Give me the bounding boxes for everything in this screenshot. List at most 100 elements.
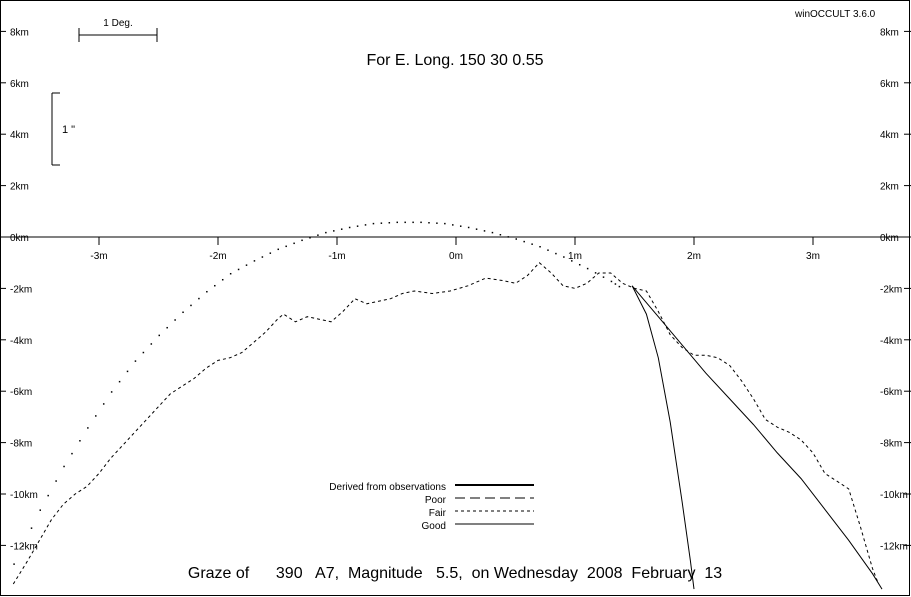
y-tick-neg4-label-right: -4km: [880, 336, 902, 347]
y-tick-neg12-label-left: -12km: [10, 541, 38, 552]
mean-limb-dot: [459, 225, 462, 227]
legend-label-derived: Derived from observations: [329, 482, 446, 493]
y-tick-6-label-right: 6km: [880, 79, 899, 90]
x-tick-neg1-label: -1m: [328, 251, 345, 262]
mean-limb-dot: [404, 221, 406, 224]
mean-limb-dot: [206, 290, 208, 293]
mean-limb-dot: [277, 248, 279, 251]
mean-limb-dot: [444, 222, 446, 225]
y-tick-8-label-left: 8km: [10, 27, 29, 38]
mean-limb-dot: [571, 260, 573, 262]
mean-limb-dot: [182, 311, 184, 314]
x-axis: -3m -2m -1m 0m 1m 2m 3m: [90, 237, 820, 262]
y-tick-4-label-left: 4km: [10, 130, 29, 141]
mean-limb-dot: [340, 228, 343, 230]
mean-limb-dot: [71, 452, 73, 455]
mean-limb-dot: [491, 231, 494, 234]
mean-limb-dot: [547, 249, 549, 251]
mean-limb-dot: [578, 263, 581, 266]
mean-limb-dot: [198, 297, 200, 300]
mean-limb-dot: [467, 226, 470, 229]
y-axis-left: 8km 6km 4km 2km 0km -2km -4km -6km -8km -10km -12k…: [0, 27, 38, 552]
mean-limb-dot: [499, 234, 502, 236]
mean-limb-dot: [39, 509, 41, 511]
y-tick-neg12-label-right: -12km: [880, 541, 908, 552]
mean-limb-dot: [523, 240, 525, 243]
y-tick-4-label-right: 4km: [880, 130, 899, 141]
mean-limb-dot: [214, 284, 216, 287]
mean-limb-dot: [515, 238, 517, 240]
mean-limb-dot: [475, 228, 478, 230]
mean-limb-dot: [142, 351, 145, 354]
mean-limb-dot: [356, 225, 359, 227]
legend-label-poor: Poor: [425, 495, 447, 506]
mean-limb-dot: [293, 242, 295, 245]
mean-limb-dot: [253, 260, 256, 262]
mean-limb-dots: [13, 221, 621, 565]
longitude-title: For E. Long. 150 30 0.55: [366, 52, 543, 69]
mean-limb-dot: [79, 440, 81, 442]
mean-limb-dot: [563, 256, 565, 258]
y-tick-neg8-label-right: -8km: [880, 439, 902, 450]
y-tick-neg8-label-left: -8km: [10, 439, 32, 450]
arcsec-scale-label: 1 ": [62, 124, 75, 136]
mean-limb-dot: [555, 252, 557, 255]
version-label: winOCCULT 3.6.0: [794, 9, 876, 20]
y-axis-right: 8km 6km 4km 2km 0km -2km -4km -6km -8km -10km -12k…: [880, 27, 911, 552]
legend-label-good: Good: [422, 521, 446, 532]
mean-limb-dot: [507, 236, 510, 238]
mean-limb-dot: [602, 276, 605, 278]
y-tick-neg10-label-right: -10km: [880, 490, 908, 501]
mean-limb-dot: [134, 360, 137, 362]
mean-limb-dot: [174, 319, 176, 321]
lunar-profile-line: [12, 262, 879, 585]
arcsec-scale-bar: 1 ": [51, 92, 75, 166]
y-tick-2-label-right: 2km: [880, 182, 899, 193]
mean-limb-dot: [13, 563, 15, 565]
degree-scale-label: 1 Deg.: [103, 18, 132, 29]
fair-limit-line: [631, 285, 695, 590]
y-tick-neg10-label-left: -10km: [10, 490, 38, 501]
legend-label-fair: Fair: [429, 508, 447, 519]
mean-limb-dot: [428, 222, 430, 224]
mean-limb-dot: [452, 224, 454, 226]
mean-limb-dot: [110, 391, 113, 393]
mean-limb-dot: [245, 264, 248, 266]
y-tick-neg6-label-left: -6km: [10, 387, 32, 398]
y-tick-neg6-label-right: -6km: [880, 387, 902, 398]
y-tick-neg2-label-right: -2km: [880, 284, 902, 295]
mean-limb-dot: [261, 256, 264, 258]
mean-limb-dot: [380, 222, 383, 224]
mean-limb-dot: [436, 222, 438, 224]
x-tick-3-label: 3m: [806, 251, 820, 262]
mean-limb-dot: [539, 245, 541, 248]
mean-limb-dot: [333, 230, 335, 232]
mean-limb-dot: [594, 272, 597, 274]
mean-limb-dot: [586, 267, 589, 270]
graze-title: Graze of 390 A7, Magnitude 5.5, on Wedne…: [188, 565, 722, 582]
mean-limb-dot: [158, 334, 160, 337]
mean-limb-dot: [412, 221, 414, 224]
mean-limb-dot: [420, 221, 422, 224]
mean-limb-dot: [388, 222, 391, 224]
mean-limb-dot: [126, 370, 129, 373]
mean-limb-dot: [55, 480, 57, 482]
y-tick-neg4-label-left: -4km: [10, 336, 32, 347]
mean-limb-dot: [325, 231, 327, 234]
mean-limb-dot: [87, 427, 89, 429]
good-limit-line: [631, 285, 883, 590]
mean-limb-dot: [483, 230, 486, 232]
mean-limb-dot: [610, 280, 613, 283]
mean-limb-dot: [269, 252, 272, 254]
x-tick-neg2-label: -2m: [209, 251, 226, 262]
mean-limb-dot: [301, 239, 303, 242]
mean-limb-dot: [190, 304, 192, 307]
mean-limb-dot: [63, 465, 65, 468]
mean-limb-dot: [229, 272, 232, 275]
y-tick-0-label-right: 0km: [880, 233, 899, 244]
mean-limb-dot: [317, 234, 319, 236]
y-tick-2-label-left: 2km: [10, 182, 29, 193]
mean-limb-dot: [614, 283, 617, 285]
